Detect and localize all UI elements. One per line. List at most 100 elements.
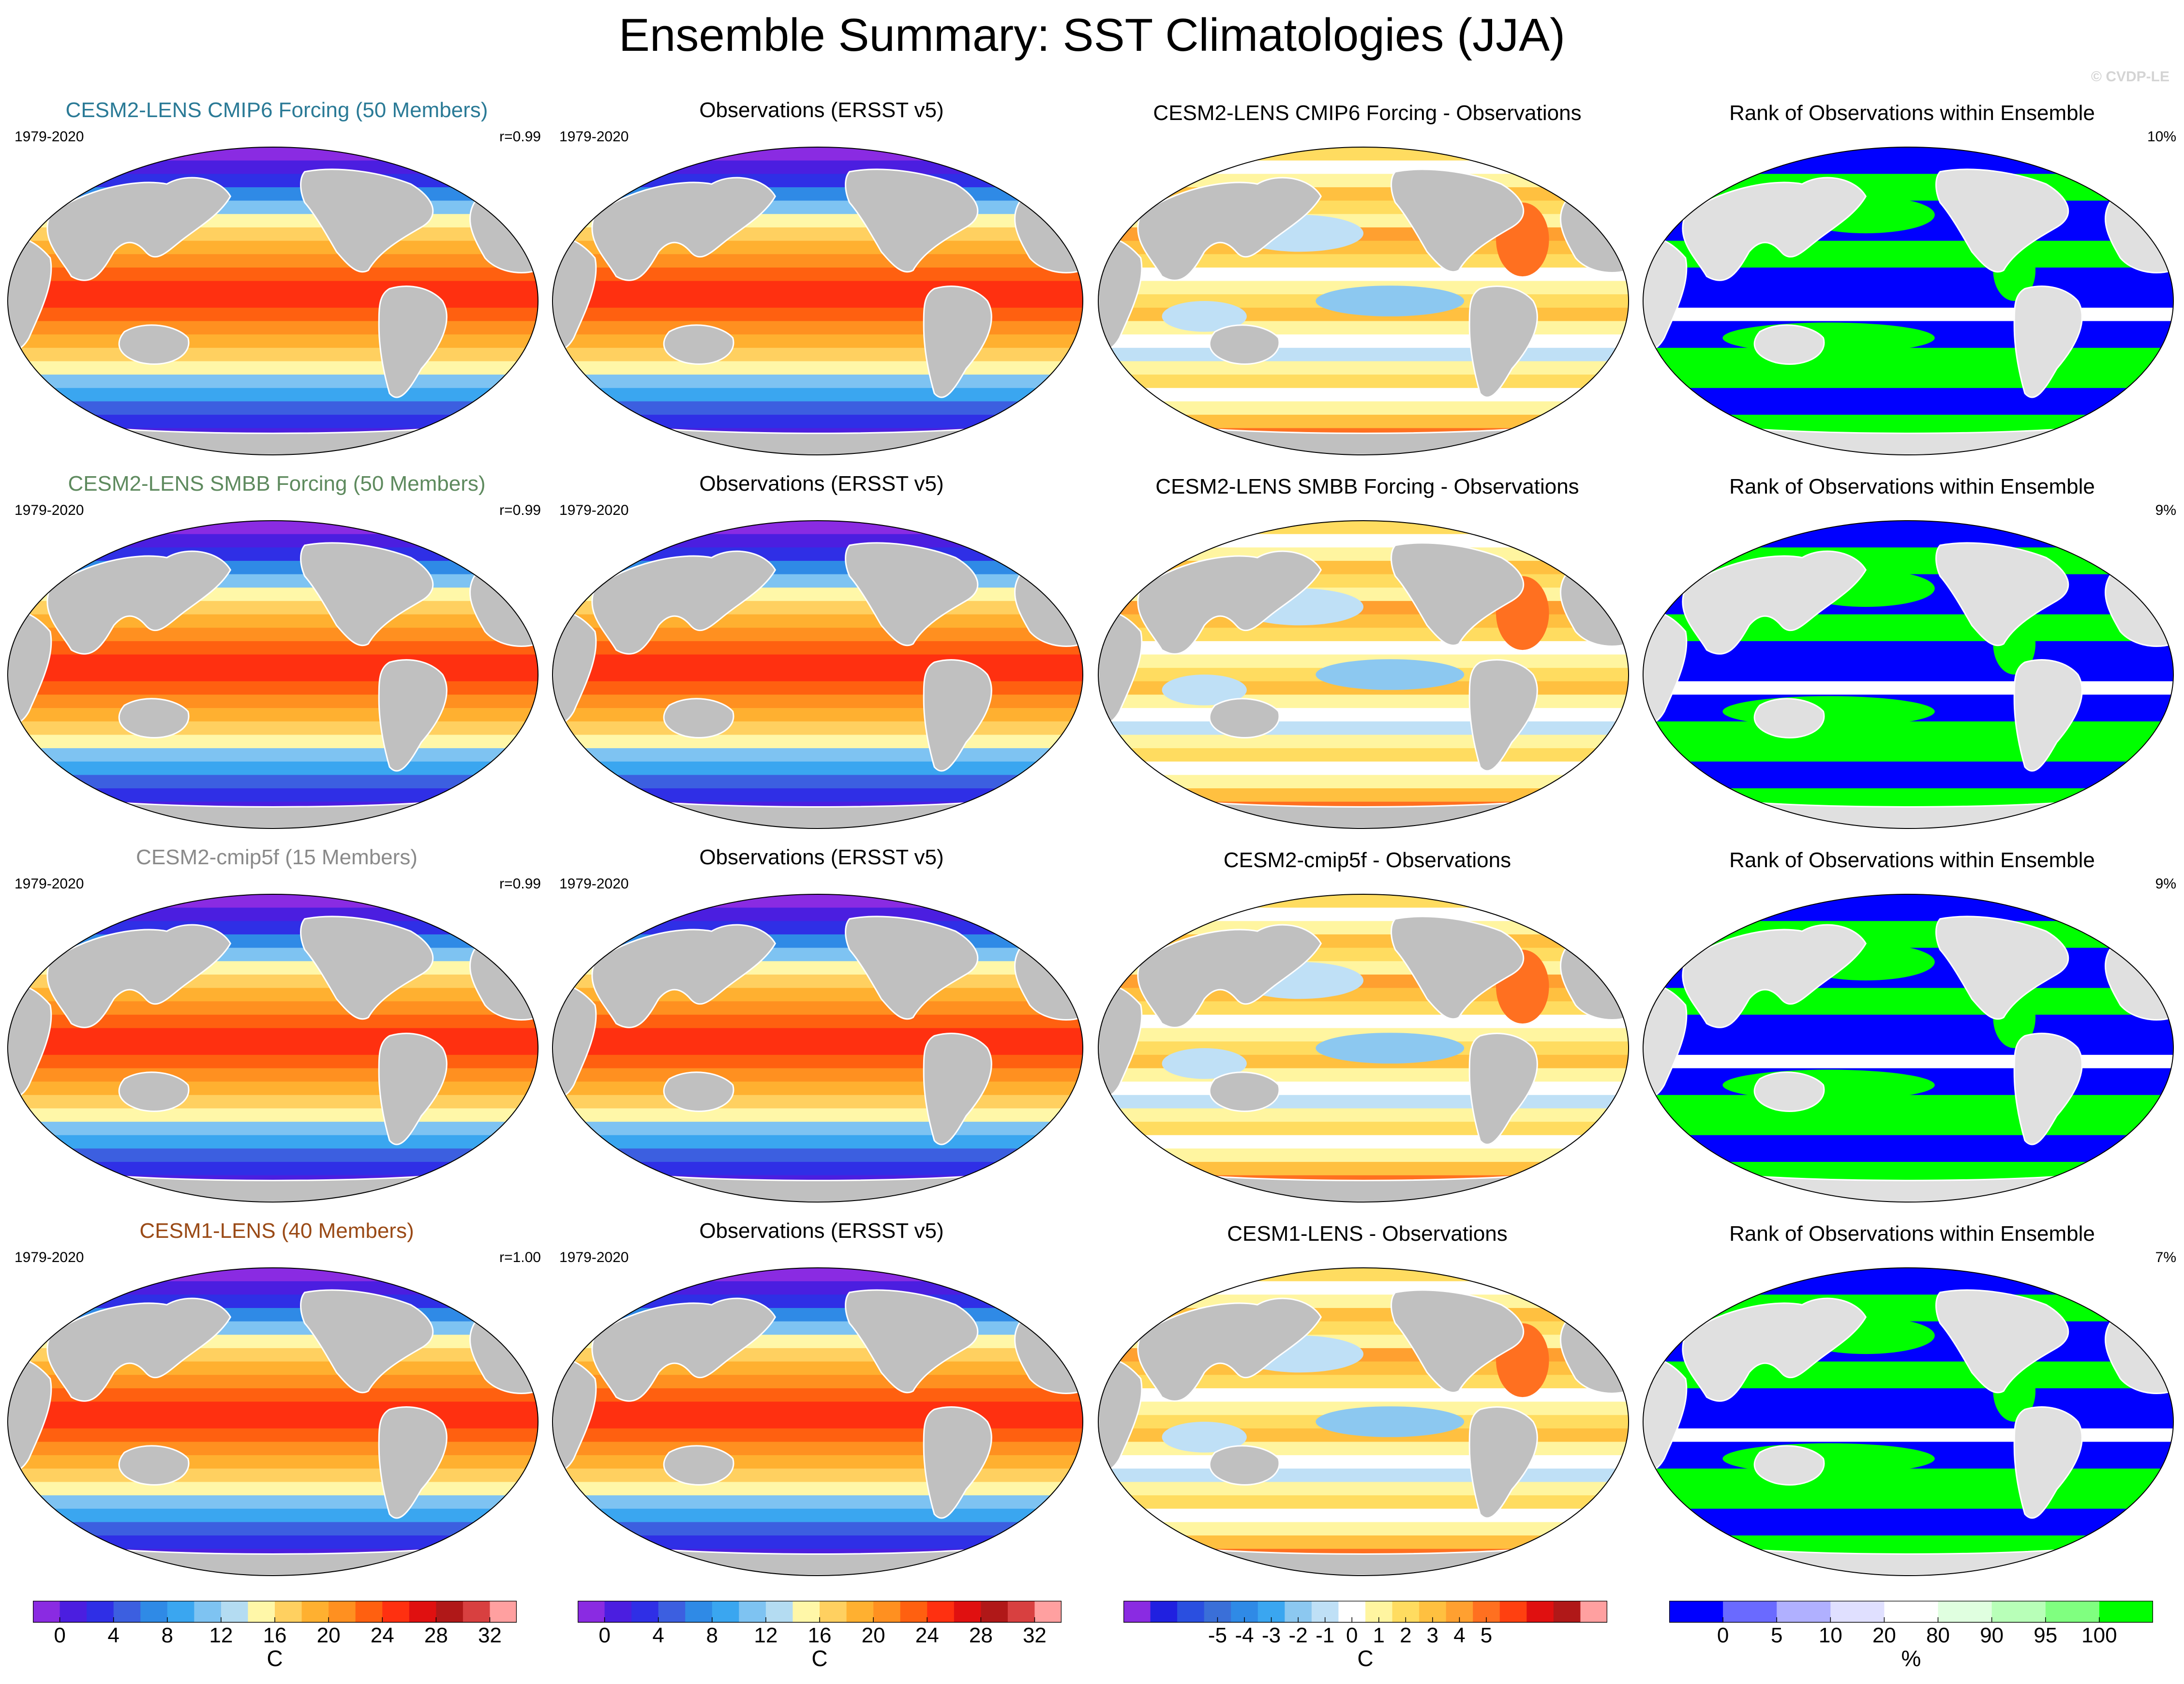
colorbar-swatch [1884, 1601, 1939, 1622]
map-diff [1098, 894, 1629, 1203]
ocean-band [1098, 1082, 1629, 1096]
ocean-band [553, 681, 1083, 695]
ocean-band [553, 160, 1083, 175]
credit-watermark: © CVDP-LE [2091, 69, 2169, 85]
ocean-band [553, 1535, 1083, 1549]
namerica-landmass [1935, 916, 2069, 1020]
ocean-band [8, 775, 538, 789]
ocean-band [1098, 547, 1629, 561]
colorbar-tick-label: 90 [1980, 1624, 2004, 1644]
ocean-band [8, 147, 538, 161]
ocean-band [553, 894, 1083, 908]
ocean-band [553, 1482, 1083, 1496]
colorbar-swatch [765, 1601, 793, 1622]
ocean-band [553, 761, 1083, 776]
colorbar-swatch [409, 1601, 436, 1622]
australia-landmass [1753, 1071, 1825, 1112]
map-sst [552, 894, 1083, 1203]
samerica-landmass [378, 1033, 448, 1145]
namerica-landmass [1391, 916, 1525, 1020]
ocean-band [1643, 788, 2173, 802]
asia-landmass [1682, 1297, 1867, 1402]
ocean-band [553, 921, 1083, 935]
panel-title: CESM2-LENS SMBB Forcing - Observations [1155, 475, 1579, 498]
greenland-landmass [2066, 903, 2111, 929]
colorbar-tick-label: 16 [263, 1624, 287, 1644]
map-outline [7, 1267, 539, 1576]
greenland-landmass [431, 903, 476, 929]
field-blob [1722, 322, 1935, 354]
colorbar-tick-label: 12 [754, 1624, 778, 1644]
ocean-band [553, 1082, 1083, 1096]
colorbar-tick-label: 5 [1771, 1624, 1782, 1644]
namerica-landmass [1391, 1289, 1525, 1394]
ocean-band [1643, 401, 2173, 416]
ocean-band [8, 1068, 538, 1083]
obs-panel: Observations (ERSST v5) 1979-2020 [549, 97, 1094, 470]
colorbar-tick-label: -1 [1316, 1624, 1334, 1644]
ocean-band [553, 1468, 1083, 1483]
ocean-band [553, 534, 1083, 548]
ocean-band [8, 1415, 538, 1429]
period-label: 1979-2020 [559, 129, 629, 145]
ocean-band [1643, 1535, 2173, 1549]
ocean-band [1098, 1135, 1629, 1149]
namerica-landmass [845, 168, 979, 273]
ocean-band [1643, 1054, 2173, 1069]
ocean-band [1098, 1162, 1629, 1176]
colorbar-sst: 04812162024283236C [33, 1601, 517, 1673]
ocean-band [1643, 388, 2173, 402]
colorbar-tick-label: 2 [1400, 1624, 1411, 1644]
colorbar-unit: C [1357, 1646, 1374, 1671]
ocean-band [553, 147, 1083, 161]
rank-panel: Rank of Observations within Ensemble 10% [1639, 97, 2184, 470]
colorbar-diff: -5 -4 -3 -2 -1 0 1 2 3 4 5 C [1123, 1601, 1607, 1673]
colorbar-swatch [221, 1601, 248, 1622]
ocean-band [8, 907, 538, 922]
greenland-landmass [431, 156, 476, 182]
asia-landmass [1682, 550, 1867, 655]
map-outline [552, 520, 1083, 829]
colorbar-tick-label: 4 [1453, 1624, 1465, 1644]
page-title: Ensemble Summary: SST Climatologies (JJA… [618, 9, 1566, 61]
colorbar-tick-label: 12 [209, 1624, 233, 1644]
period-label: 1979-2020 [15, 876, 84, 892]
period-label: 1979-2020 [15, 1249, 84, 1265]
panel-title: CESM2-LENS CMIP6 Forcing (50 Members) [65, 98, 488, 122]
map-outline [7, 147, 539, 455]
ocean-band [1098, 361, 1629, 376]
ocean-band [1643, 174, 2173, 188]
colorbar-tick-label: 0 [1717, 1624, 1729, 1644]
ocean-band [1643, 761, 2173, 776]
ocean-band [8, 735, 538, 749]
panel-title: Rank of Observations within Ensemble [1729, 475, 2095, 498]
ocean-band [8, 1495, 538, 1509]
period-label: 1979-2020 [15, 502, 84, 518]
ocean-band [1098, 761, 1629, 776]
field-blob [1722, 1069, 1935, 1101]
ocean-band [8, 921, 538, 935]
ocean-band [1098, 521, 1629, 535]
colorbar-tick-label: 80 [1926, 1624, 1950, 1644]
map-rank [1643, 520, 2174, 829]
greenland-landmass [431, 1277, 476, 1303]
namerica-landmass [845, 1289, 979, 1394]
ocean-band [553, 347, 1083, 362]
field-blob [1659, 1474, 1786, 1505]
ocean-band [8, 1095, 538, 1109]
ocean-band [1643, 415, 2173, 429]
colorbar-unit: C [811, 1646, 828, 1671]
ocean-band [8, 894, 538, 908]
panel-title: Observations (ERSST v5) [699, 472, 944, 496]
samerica-landmass [2013, 1406, 2083, 1519]
ocean-band [8, 1082, 538, 1096]
map-outline [552, 894, 1083, 1203]
ocean-band [1643, 281, 2173, 295]
ocean-band [8, 708, 538, 722]
colorbar-swatch [33, 1601, 60, 1622]
ocean-band [1643, 1522, 2173, 1536]
namerica-landmass [300, 168, 434, 273]
ocean-band [553, 388, 1083, 402]
ocean-band [8, 307, 538, 322]
model-panel: CESM2-LENS CMIP6 Forcing (50 Members) 197… [4, 97, 550, 470]
